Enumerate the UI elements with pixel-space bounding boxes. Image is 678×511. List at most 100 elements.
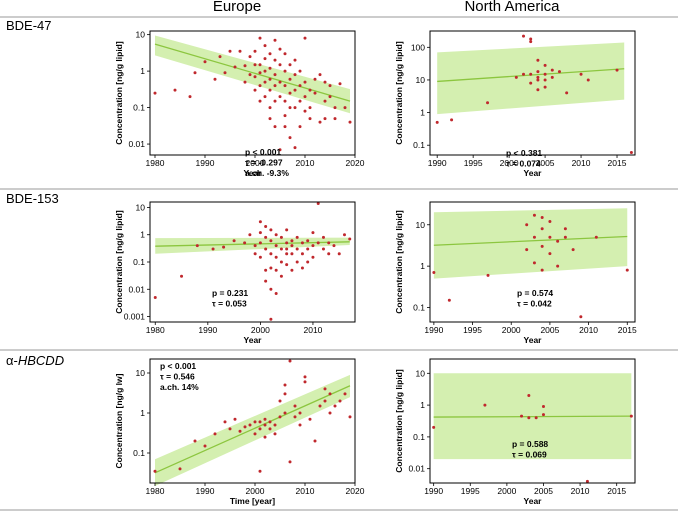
data-point <box>273 423 277 427</box>
data-point <box>311 255 315 259</box>
y-tick-label: 1 <box>140 230 145 240</box>
data-point <box>274 268 278 272</box>
data-point <box>348 415 352 419</box>
data-point <box>527 394 531 398</box>
data-point <box>278 80 282 84</box>
data-point <box>435 120 439 124</box>
x-tick-label: 2015 <box>607 486 626 496</box>
data-point <box>586 78 590 82</box>
data-point <box>233 417 237 421</box>
confidence-band <box>155 374 350 486</box>
data-point <box>295 235 299 239</box>
data-point <box>258 241 262 245</box>
data-point <box>238 429 242 433</box>
data-point <box>348 237 352 241</box>
data-point <box>342 233 346 237</box>
stat-annotation: a.ch. 14% <box>160 382 199 392</box>
data-point <box>269 239 273 243</box>
data-point <box>540 268 544 272</box>
data-point <box>180 274 184 278</box>
x-tick-label: 1995 <box>464 158 483 168</box>
data-point <box>248 233 252 237</box>
data-point <box>520 414 524 418</box>
data-point <box>298 69 302 73</box>
data-point <box>450 118 454 122</box>
data-point <box>263 80 267 84</box>
data-point <box>233 65 237 69</box>
data-point <box>295 247 299 251</box>
panel-r2-c1: 1990 1995 2000 2005 2010 2015 0.01 0.1 1 10 Year Co… <box>394 358 636 506</box>
x-tick-label: 1990 <box>198 325 217 335</box>
data-point <box>308 417 312 421</box>
data-point <box>258 231 262 235</box>
data-point <box>321 247 325 251</box>
data-point <box>273 125 277 129</box>
data-point <box>323 99 327 103</box>
data-point <box>563 235 567 239</box>
data-point <box>228 427 232 431</box>
data-point <box>625 268 629 272</box>
data-point <box>193 439 197 443</box>
x-tick-label: 1990 <box>196 486 215 496</box>
data-point <box>288 136 292 140</box>
stat-annotation: τ = 0.546 <box>160 372 195 382</box>
data-point <box>308 88 312 92</box>
data-point <box>274 255 278 259</box>
data-point <box>432 425 436 429</box>
stat-annotation: p = 0.574 <box>517 288 553 298</box>
data-point <box>188 95 192 99</box>
y-tick-label: 10 <box>136 30 146 40</box>
data-point <box>274 233 278 237</box>
data-point <box>268 52 272 56</box>
data-point <box>243 425 247 429</box>
y-axis-label: Concentration [ng/g lipid] <box>394 369 404 473</box>
data-point <box>258 63 262 67</box>
data-point <box>316 241 320 245</box>
data-point <box>311 231 315 235</box>
data-point <box>328 95 332 99</box>
row-label-prefix: α- <box>6 353 18 368</box>
data-point <box>323 387 327 391</box>
data-point <box>338 82 342 86</box>
data-point <box>543 63 547 67</box>
data-point <box>615 68 619 72</box>
data-point <box>264 279 268 283</box>
stat-annotation: p = 0.231 <box>212 288 248 298</box>
data-point <box>223 71 227 75</box>
confidence-band <box>437 42 625 115</box>
data-point <box>293 404 297 408</box>
data-point <box>278 63 282 67</box>
row-label: BDE-47 <box>6 18 52 33</box>
data-point <box>536 75 540 79</box>
stat-annotation: p < 0.381 <box>506 148 542 158</box>
stat-annotation: τ = 0.074 <box>506 159 541 169</box>
data-point <box>288 359 292 363</box>
data-point <box>264 235 268 239</box>
data-point <box>447 298 451 302</box>
data-point <box>283 125 287 129</box>
data-point <box>432 271 436 275</box>
data-point <box>288 460 292 464</box>
y-axis-label: Concentration [ng/g lipid] <box>114 210 124 314</box>
data-point <box>283 392 287 396</box>
data-point <box>529 40 533 44</box>
x-tick-label: 1990 <box>428 158 447 168</box>
data-point <box>298 411 302 415</box>
y-tick-label: 0.01 <box>408 464 425 474</box>
data-point <box>263 57 267 61</box>
data-point <box>278 415 282 419</box>
data-point <box>323 117 327 121</box>
plot-frame <box>429 358 636 484</box>
data-point <box>327 241 331 245</box>
data-point <box>273 38 277 42</box>
data-point <box>269 266 273 270</box>
data-point <box>343 106 347 110</box>
data-point <box>248 55 252 59</box>
data-point <box>258 220 262 224</box>
x-axis-label: Time [year] <box>230 496 275 506</box>
column-title-north-america: North America <box>464 0 560 15</box>
data-point <box>543 78 547 82</box>
data-point <box>306 247 310 251</box>
data-point <box>248 73 252 77</box>
